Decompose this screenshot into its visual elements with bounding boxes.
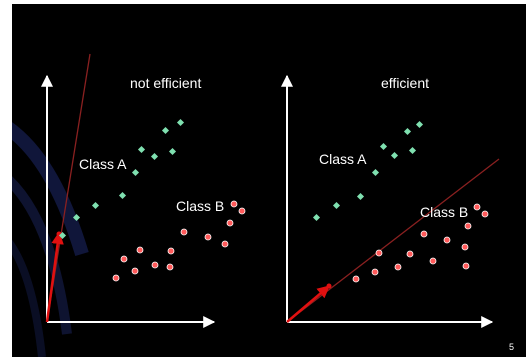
class-b-point [166, 263, 174, 271]
class-a-point [356, 192, 365, 201]
class-b-point [120, 255, 128, 263]
class-a-point [379, 142, 388, 151]
class-a-point [137, 145, 146, 154]
class-a-point [91, 201, 100, 210]
class-a-point [403, 127, 412, 136]
class-a-point [168, 147, 177, 156]
class-a-point [72, 213, 81, 222]
class-b-point [429, 257, 437, 265]
class-b-point [204, 233, 212, 241]
class-a-point [415, 120, 424, 129]
class-a-point [131, 168, 140, 177]
class-b-point [112, 274, 120, 282]
right-class-a-label: Class A [319, 151, 367, 167]
slide: not efficient Class A Class B [12, 4, 526, 357]
class-a-point [332, 201, 341, 210]
class-a-point [408, 146, 417, 155]
right-class-b-label: Class B [420, 204, 468, 220]
left-normal-vector [45, 231, 64, 323]
page-number: 5 [509, 342, 514, 352]
class-b-point [180, 228, 188, 236]
class-b-point [461, 243, 469, 251]
class-a-point [58, 231, 67, 240]
class-b-point [406, 250, 414, 258]
class-b-point [420, 230, 428, 238]
class-a-point [118, 191, 127, 200]
right-class-b-points [352, 203, 489, 283]
right-panel-heading: efficient [381, 75, 429, 91]
class-b-point [481, 210, 489, 218]
left-class-a-points [58, 118, 185, 240]
slide-canvas: not efficient Class A Class B [12, 53, 514, 357]
class-a-point [150, 152, 159, 161]
class-b-point [221, 240, 229, 248]
class-b-point [230, 200, 238, 208]
right-normal-vector [286, 285, 330, 323]
class-a-point [312, 213, 321, 222]
class-b-point [226, 219, 234, 227]
class-b-point [131, 267, 139, 275]
class-b-point [167, 247, 175, 255]
class-b-point [394, 263, 402, 271]
class-b-point [443, 236, 451, 244]
class-b-point [136, 246, 144, 254]
class-a-point [371, 168, 380, 177]
left-panel-heading: not efficient [130, 75, 201, 91]
class-b-point [352, 275, 360, 283]
left-class-b-label: Class B [176, 198, 224, 214]
right-panel: efficient Class A Class B [281, 74, 500, 328]
class-b-point [462, 262, 470, 270]
right-separator-line [286, 158, 500, 323]
left-panel: not efficient Class A Class B [41, 53, 246, 328]
class-b-point [473, 203, 481, 211]
class-a-point [161, 126, 170, 135]
class-b-point [151, 261, 159, 269]
right-normal-vector-tip [326, 283, 332, 289]
class-b-point [371, 268, 379, 276]
class-a-point [176, 118, 185, 127]
class-a-point [390, 151, 399, 160]
left-class-a-label: Class A [79, 156, 127, 172]
right-class-a-points [312, 120, 424, 222]
class-b-point [464, 222, 472, 230]
left-class-b-points [112, 200, 246, 282]
class-b-point [238, 207, 246, 215]
class-b-point [375, 249, 383, 257]
